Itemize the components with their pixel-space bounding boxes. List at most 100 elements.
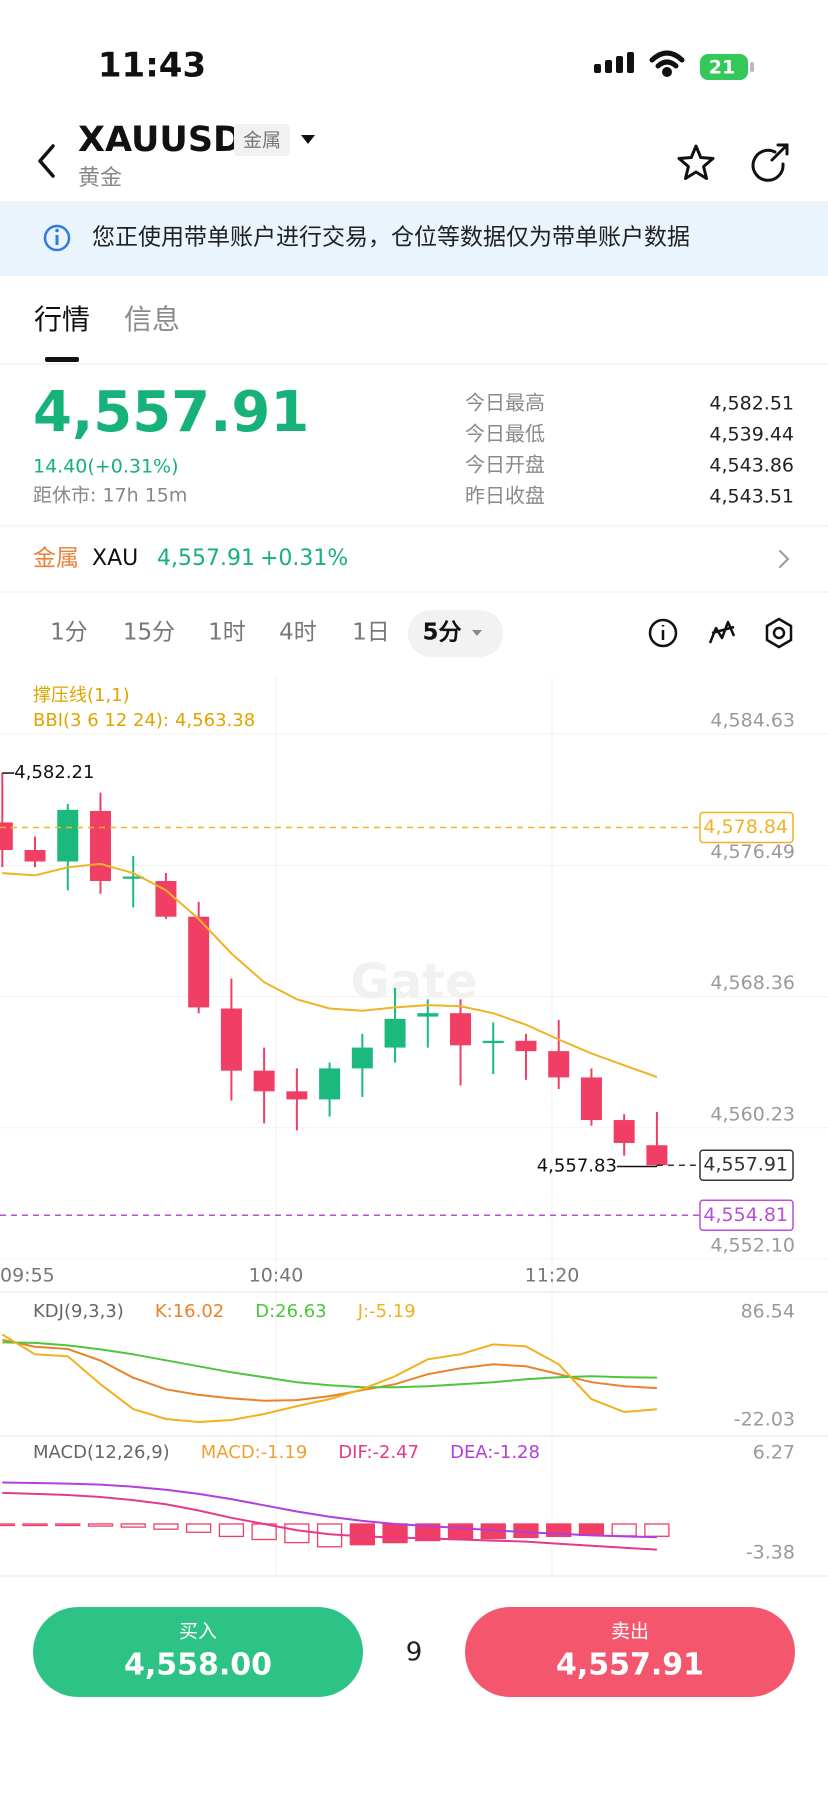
timeframe[interactable]: 1时 (208, 620, 246, 646)
last-price: 4,557.91 (33, 380, 309, 445)
favorite-button[interactable] (677, 144, 715, 180)
timeframe[interactable]: 4时 (279, 620, 317, 646)
battery-cap (750, 62, 754, 72)
timeframe-dropdown (472, 630, 482, 636)
indicators-button[interactable] (708, 620, 736, 644)
stat-label: 昨日收盘 (465, 484, 545, 508)
macd-bar (0, 1523, 15, 1527)
indicator-line (1, 1333, 657, 1424)
subtitle: 黄金 (78, 166, 122, 191)
candle-body (89, 810, 111, 882)
stat-value: 4,543.86 (709, 455, 794, 477)
macd-bar (153, 1523, 179, 1530)
timeframe[interactable]: 1分 (50, 620, 88, 646)
macd-chart: 6.27 -3.38 MACD(12,26,9) MACD:-1.19 DIF:-2.4… (0, 1291, 828, 1577)
macd-bar (349, 1523, 375, 1546)
candle-body (417, 1013, 439, 1017)
price-change: 14.40(+0.31%) (33, 456, 179, 478)
y-tick-label: 86.54 (741, 1301, 795, 1323)
legend-entry: MACD:-1.19 (201, 1442, 308, 1463)
price-tag (699, 1149, 794, 1181)
price-tag-label: 4,557.91 (703, 1154, 788, 1176)
candle-body (0, 822, 13, 851)
candle-body (122, 876, 144, 879)
candle-body (253, 1070, 275, 1092)
macd-bar (87, 1523, 114, 1527)
indicator-line (2, 1341, 657, 1389)
battery-level: 21 (709, 57, 735, 79)
candle-body (351, 1047, 373, 1069)
notice-text: 您正使用带单账户进行交易，仓位等数据仅为带单账户数据 (92, 225, 690, 251)
share-button[interactable] (751, 143, 789, 182)
indicator-title: KDJ(9,3,3) (33, 1301, 124, 1322)
asset-price: 4,557.91 (157, 546, 255, 571)
legend-entry: DEA:-1.28 (450, 1442, 540, 1463)
candle-body (646, 1145, 668, 1166)
asset-symbol: XAU (92, 546, 138, 571)
y-tick-label: 4,560.23 (710, 1103, 795, 1125)
stat-label: 今日开盘 (465, 453, 545, 477)
macd-bar (513, 1523, 539, 1539)
y-tick-label: -22.03 (734, 1409, 795, 1431)
indicator-info-button[interactable] (648, 618, 678, 648)
timeframe[interactable]: 1日 (352, 620, 390, 646)
info-icon (43, 224, 71, 252)
macd-bar (415, 1523, 441, 1542)
wifi-icon (649, 50, 685, 77)
tab-active[interactable]: 行情 (34, 303, 90, 336)
indicator-line (2, 1491, 657, 1551)
y-tick-label: 4,576.49 (710, 841, 795, 863)
extreme-label: 4,582.21 (14, 762, 94, 783)
timeframe-selected-bg (408, 610, 503, 657)
legend-entry: DIF:-2.47 (338, 1442, 419, 1463)
macd-bar (55, 1523, 81, 1527)
candle-body (286, 1091, 308, 1100)
badge: 金属 (243, 130, 281, 152)
chevron (779, 550, 790, 568)
symbol: XAUUSD (78, 120, 242, 160)
status-time: 11:43 (98, 46, 206, 86)
tab[interactable]: 信息 (124, 303, 180, 336)
bbi-line (2, 862, 658, 1078)
symbol-dropdown[interactable] (301, 135, 315, 144)
macd-bar (120, 1523, 146, 1528)
stat-value: 4,543.51 (709, 486, 794, 508)
macd-bar (578, 1523, 605, 1537)
x-tick-label: 10:40 (249, 1265, 304, 1287)
x-tick-label: 09:55 (0, 1265, 55, 1287)
macd-bar (382, 1523, 408, 1544)
candle-body (155, 881, 177, 917)
battery (700, 54, 748, 80)
tab-indicator (45, 357, 79, 362)
sell-label: 卖出 (611, 1621, 649, 1643)
back-button[interactable] (38, 144, 55, 178)
y-tick-label: 6.27 (753, 1442, 795, 1464)
price-tag (699, 811, 794, 844)
stat-value: 4,539.44 (709, 424, 794, 446)
indicator-label: 撑压线(1,1) (33, 685, 130, 706)
timeframe[interactable]: 15分 (123, 620, 175, 646)
price-tag (699, 1199, 794, 1232)
settings-button[interactable] (765, 617, 793, 649)
market-close: 距休市: 17h 15m (33, 485, 187, 507)
y-tick-label: 4,552.10 (710, 1235, 795, 1257)
buy-button[interactable] (33, 1607, 363, 1697)
y-tick-label: 4,568.36 (710, 972, 795, 994)
timeframe-selected[interactable]: 5分 (422, 620, 461, 646)
sell-button[interactable] (465, 1607, 795, 1697)
candle-body (24, 850, 46, 862)
macd-bar (186, 1523, 212, 1533)
asset-row[interactable]: 金属 XAU 4,557.91 +0.31% (33, 546, 790, 572)
stats: 今日最高 4,582.51 今日最低 4,539.44 今日开盘 4,543.86 昨日收盘… (465, 391, 794, 508)
kdj-chart: 86.54 -22.03 KDJ(9,3,3) K:16.02 D:26.63 J:-5.… (1, 1301, 828, 1431)
timeframe-bar: 1分 15分 1时 4时 1日 5分 (50, 610, 503, 657)
badge-bg (234, 124, 290, 156)
notice-bar (0, 201, 828, 276)
stat-value: 4,582.51 (709, 393, 794, 415)
info-icon-bar (55, 235, 59, 245)
y-tick-label: -3.38 (746, 1542, 795, 1564)
legend-entry: J:-5.19 (357, 1301, 416, 1322)
indicator-line (2, 1481, 657, 1539)
price-tag-label: 4,578.84 (703, 816, 788, 838)
